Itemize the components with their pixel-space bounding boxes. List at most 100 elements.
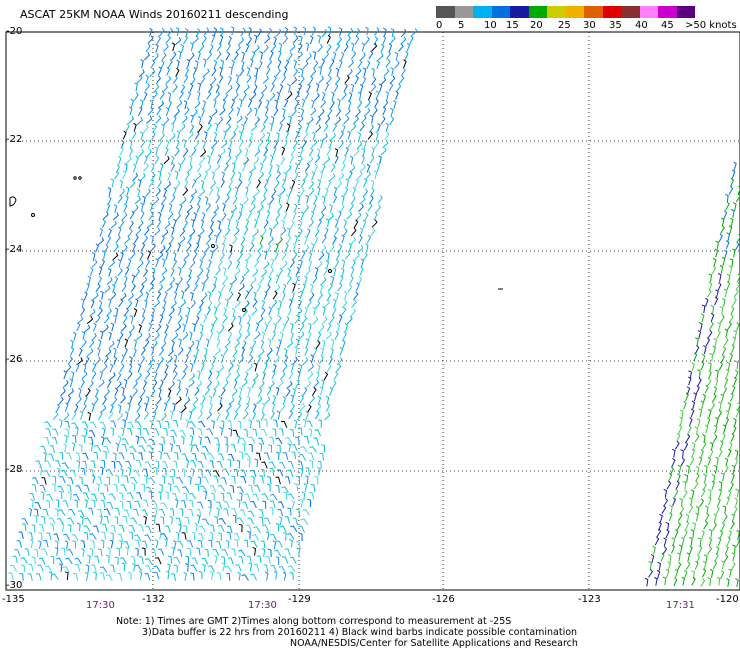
- wind-barb: [267, 315, 273, 325]
- wind-barb: [177, 549, 183, 558]
- wind-barb: [119, 500, 124, 509]
- wind-barb: [361, 42, 365, 52]
- wind-barb: [228, 250, 233, 260]
- wind-barb: [727, 402, 732, 412]
- wind-barb: [206, 51, 213, 61]
- wind-barb: [334, 154, 339, 164]
- wind-barb: [28, 563, 34, 572]
- wind-barb: [241, 574, 249, 581]
- wind-barb: [266, 172, 272, 182]
- wind-barb: [263, 261, 270, 270]
- wind-barb: [87, 411, 92, 421]
- wind-barb: [252, 298, 258, 308]
- wind-barb: [690, 529, 695, 538]
- wind-barb: [665, 521, 670, 531]
- wind-barb: [159, 508, 166, 517]
- wind-barb: [369, 114, 374, 124]
- wind-barb: [108, 340, 115, 349]
- wind-barb: [287, 83, 291, 93]
- wind-barb: [39, 484, 46, 492]
- wind-barb: [78, 476, 83, 485]
- wind-barb: [729, 353, 734, 363]
- wind-barb: [235, 259, 241, 269]
- wind-barb: [119, 219, 125, 229]
- wind-barb: [99, 572, 106, 580]
- wind-barb: [735, 193, 740, 203]
- wind-barb: [72, 493, 80, 501]
- wind-barb: [226, 115, 232, 125]
- wind-barb: [137, 260, 144, 269]
- wind-barb: [143, 91, 148, 101]
- wind-barb: [248, 171, 253, 181]
- wind-barb: [65, 364, 72, 373]
- wind-barb: [355, 28, 361, 38]
- wind-barb: [49, 445, 55, 453]
- wind-barb: [189, 124, 195, 134]
- wind-barb: [233, 410, 239, 420]
- wind-barb: [122, 170, 127, 180]
- wind-barb: [216, 443, 220, 453]
- wind-barb: [167, 172, 171, 182]
- wind-barb: [165, 75, 172, 85]
- wind-barb: [258, 204, 264, 213]
- wind-barb: [225, 410, 230, 420]
- wind-barb: [207, 499, 212, 509]
- wind-barb: [245, 43, 250, 53]
- wind-barb: [273, 323, 277, 333]
- wind-barb: [178, 338, 182, 348]
- wind-barb: [165, 139, 170, 149]
- lat-label: -20: [6, 26, 23, 37]
- wind-barb: [171, 226, 175, 236]
- wind-barb: [291, 444, 298, 452]
- wind-barb: [151, 340, 158, 349]
- wind-barb: [215, 267, 221, 276]
- wind-barb: [247, 354, 254, 364]
- wind-barb: [319, 139, 324, 149]
- wind-barb: [730, 209, 735, 218]
- wind-barb: [366, 60, 371, 70]
- wind-barb: [290, 146, 296, 156]
- wind-barb: [293, 419, 298, 429]
- wind-barb: [231, 475, 236, 484]
- wind-barb: [294, 171, 299, 181]
- wind-barb: [348, 170, 353, 180]
- wind-barb: [269, 122, 273, 132]
- wind-barb: [80, 540, 86, 549]
- wind-barb: [127, 466, 132, 476]
- wind-barb: [234, 339, 240, 349]
- wind-barb: [722, 513, 728, 523]
- wind-barb: [270, 115, 275, 125]
- wind-barb: [233, 227, 240, 237]
- wind-barb: [264, 35, 271, 44]
- wind-barb: [297, 228, 303, 238]
- wind-barb: [156, 420, 162, 429]
- wind-barb: [106, 476, 111, 485]
- wind-barb: [83, 291, 88, 301]
- wind-barb: [122, 314, 128, 324]
- wind-barb: [100, 259, 106, 269]
- legend-label: 30: [583, 20, 596, 31]
- wind-barb: [188, 499, 194, 508]
- wind-barb: [170, 155, 175, 165]
- wind-barb: [235, 564, 242, 572]
- wind-barb: [29, 539, 34, 549]
- wind-barb: [276, 132, 280, 141]
- wind-barb: [261, 548, 266, 557]
- wind-barb: [189, 259, 196, 269]
- wind-barb: [303, 204, 310, 214]
- wind-barb: [58, 490, 63, 500]
- wind-barb: [150, 163, 155, 172]
- wind-barb: [265, 139, 270, 148]
- wind-barb: [201, 557, 209, 565]
- wind-barb: [63, 412, 70, 421]
- wind-barb: [56, 467, 61, 477]
- wind-barb: [269, 92, 276, 102]
- wind-barb: [148, 438, 156, 446]
- wind-barb: [695, 506, 700, 515]
- wind-barb: [187, 91, 192, 101]
- wind-barb: [91, 402, 95, 412]
- wind-barb: [134, 539, 141, 548]
- wind-barb: [96, 347, 101, 357]
- wind-barb: [350, 195, 356, 205]
- wind-barb: [732, 297, 737, 307]
